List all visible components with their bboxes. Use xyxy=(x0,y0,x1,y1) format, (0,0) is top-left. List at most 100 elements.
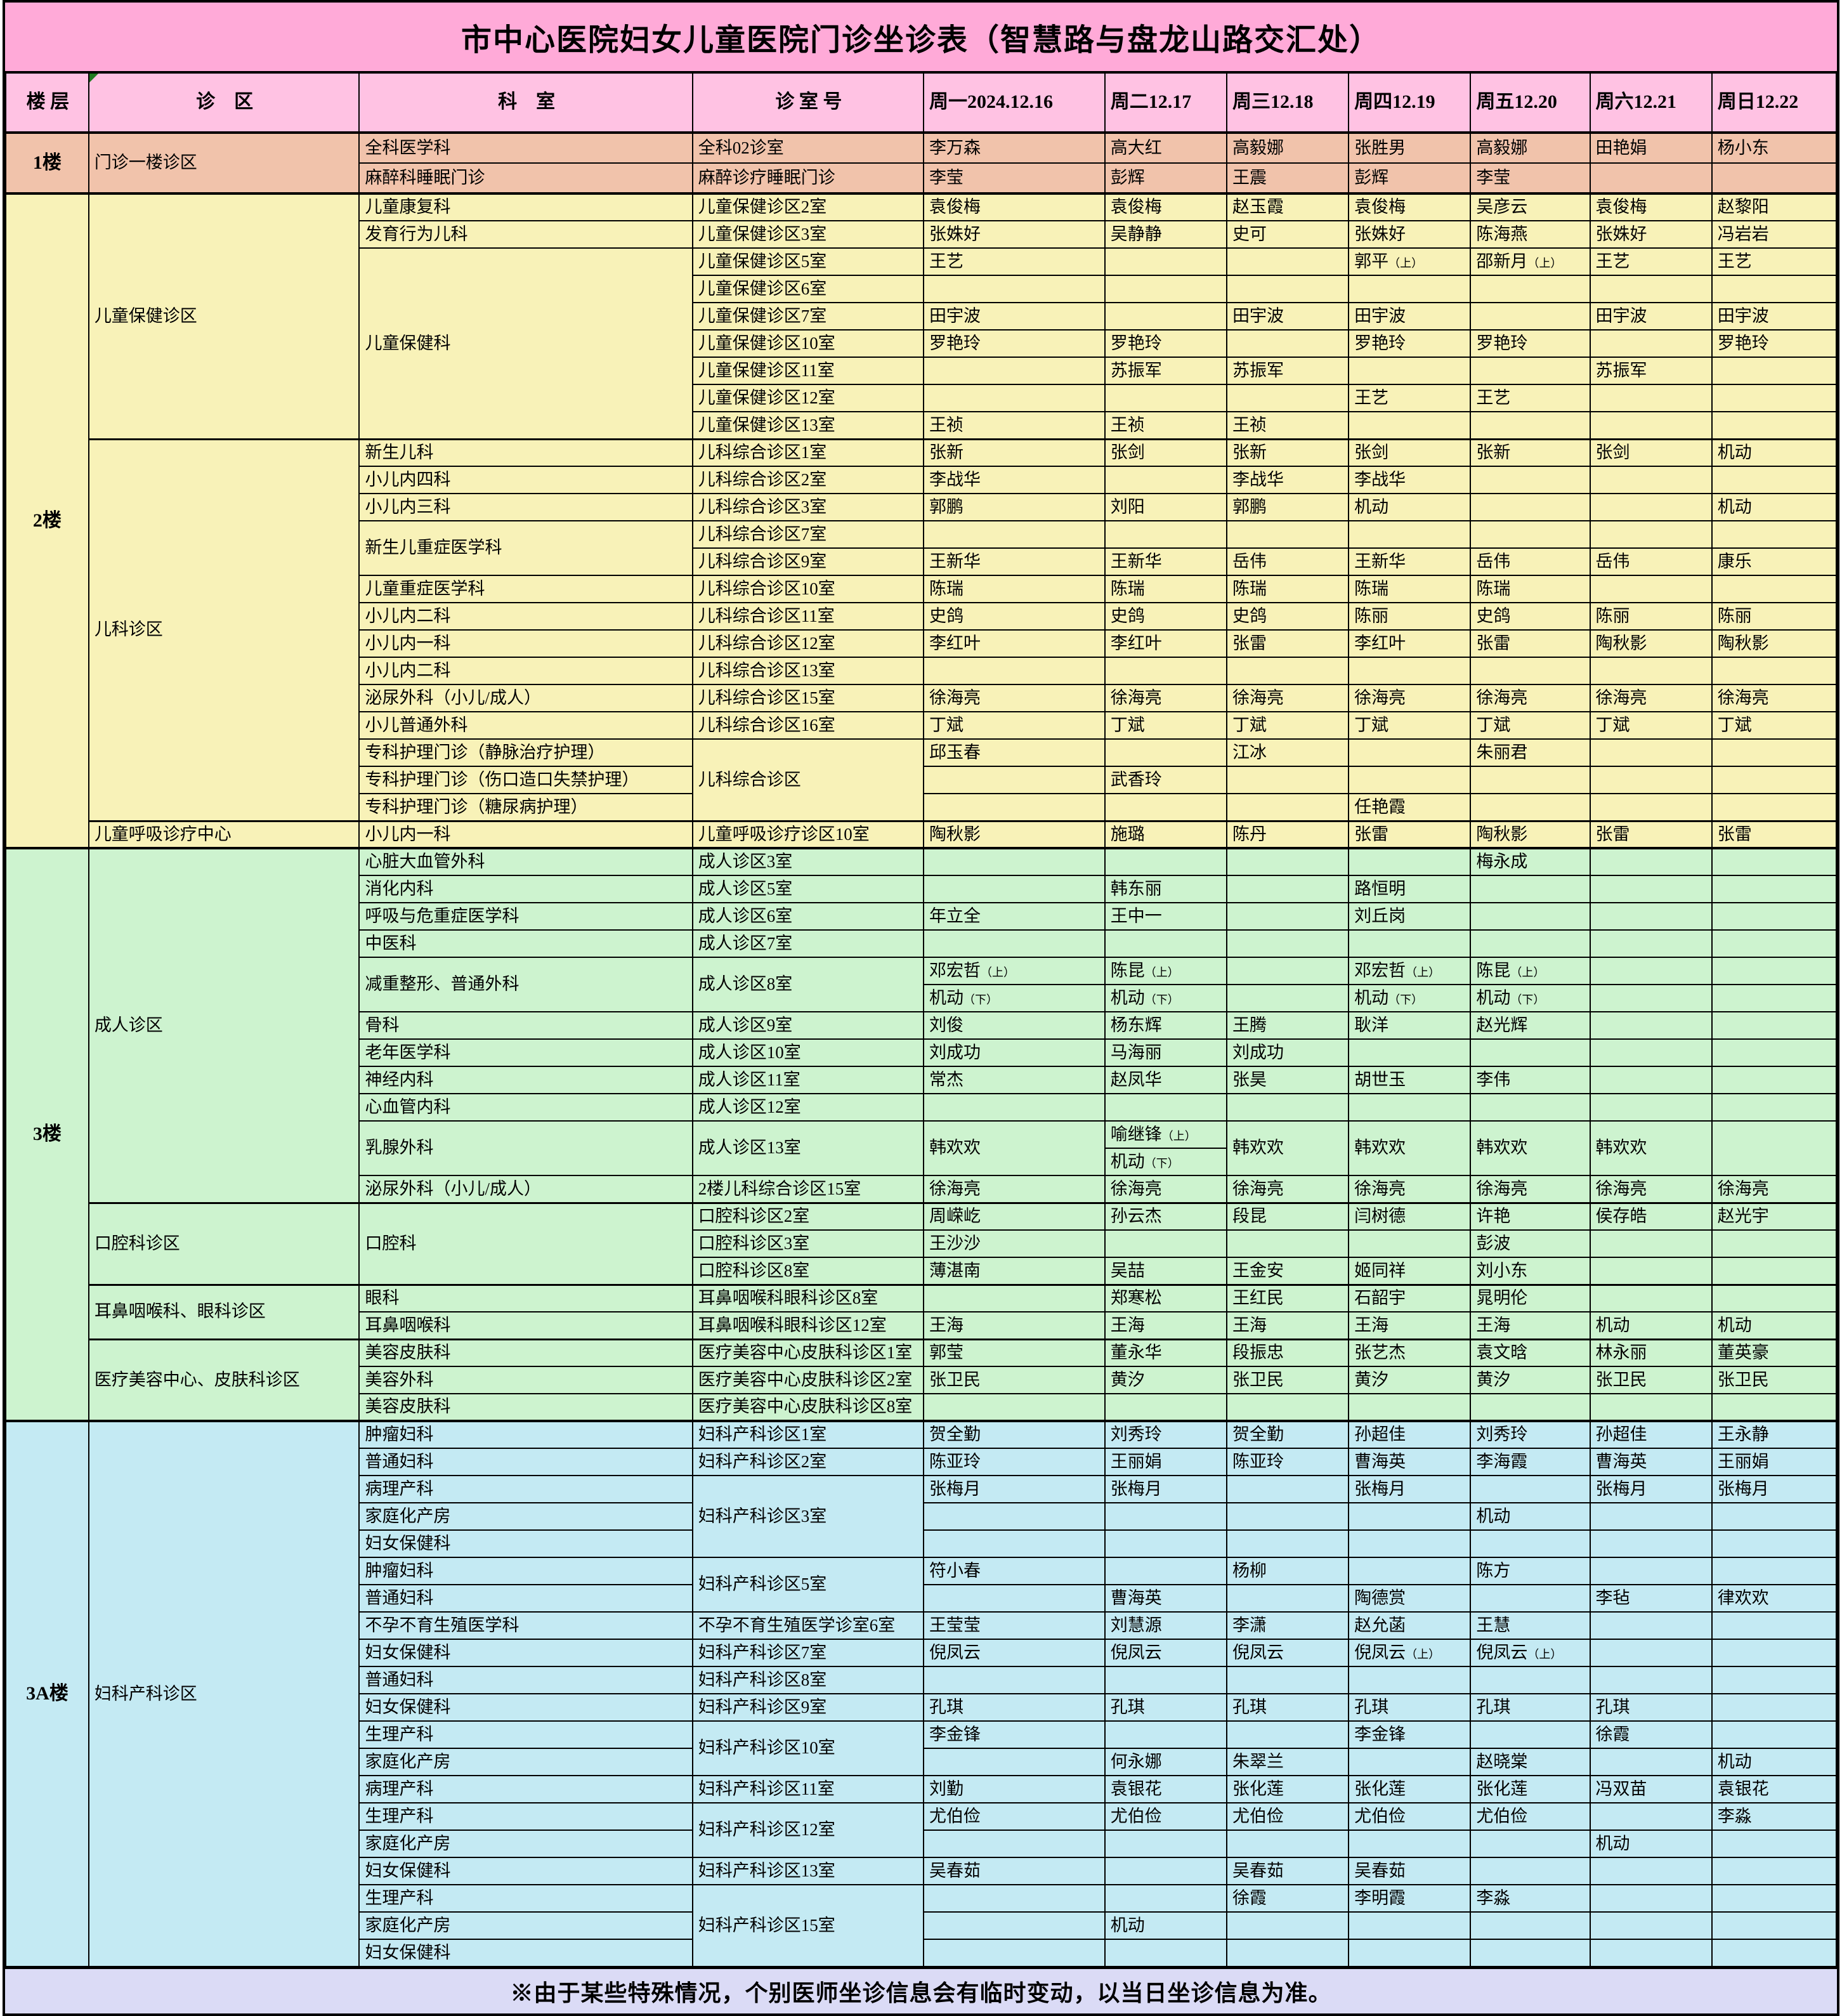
room-label: 儿童保健诊区5室 xyxy=(691,247,925,276)
doctor-cell: 机动（下） xyxy=(1348,984,1472,1012)
doctor-cell: 苏振军 xyxy=(1589,357,1713,385)
department-label: 家庭化产房 xyxy=(358,1911,693,1940)
doctor-cell: 陈丽 xyxy=(1711,602,1838,631)
doctor-cell: 王海 xyxy=(1348,1311,1472,1340)
doctor-cell xyxy=(1711,766,1838,794)
schedule-row: 小儿普通外科 儿科综合诊区16室 丁斌 丁斌 丁斌 丁斌 丁斌 丁斌 丁斌 xyxy=(6,711,1838,740)
doctor-cell xyxy=(1711,1502,1838,1531)
room-label: 儿科综合诊区7室 xyxy=(691,520,925,549)
doctor-cell: 李红叶 xyxy=(1104,629,1227,658)
doctor-cell xyxy=(1348,520,1472,549)
doctor-cell xyxy=(1711,1529,1838,1558)
schedule-row: 美容皮肤科 医疗美容中心皮肤科诊区8室 xyxy=(6,1393,1838,1422)
doctor-cell xyxy=(1470,1829,1591,1858)
schedule-row: 儿童保健诊区7室 田宇波 田宇波 田宇波 田宇波 田宇波 xyxy=(6,302,1838,331)
doctor-cell: 徐海亮 xyxy=(1104,1175,1227,1203)
schedule-row: 小儿内三科 儿科综合诊区3室 郭鹏 刘阳 郭鹏 机动 机动 xyxy=(6,493,1838,521)
doctor-cell: 陶秋影 xyxy=(1711,629,1838,658)
doctor-cell: 张梅月 xyxy=(1348,1475,1472,1503)
doctor-cell xyxy=(1589,1529,1713,1558)
doctor-cell: 高大红 xyxy=(1104,131,1227,164)
schedule-row: 口腔科诊区 口腔科 口腔科诊区2室 周嵘屹 孙云杰 段昆 闫树德 许艳 侯存皓 赵光宇 xyxy=(6,1201,1838,1285)
doctor-cell xyxy=(1104,793,1227,821)
doctor-cell: 黄汐 xyxy=(1470,1366,1591,1394)
department-label: 小儿内一科 xyxy=(358,629,693,658)
schedule-row: 机动（下） 机动（下） 机动（下） 机动（下） xyxy=(6,984,1838,1012)
doctor-cell: 张梅月 xyxy=(923,1475,1106,1503)
schedule-row: 儿童保健诊区13室 王祯 王祯 王祯 xyxy=(6,411,1838,440)
doctor-cell xyxy=(1470,766,1591,794)
doctor-cell: 郭鹏 xyxy=(1225,493,1350,521)
doctor-cell xyxy=(1225,766,1350,794)
doctor-cell xyxy=(1104,247,1227,276)
doctor-cell: 郑寒松 xyxy=(1104,1283,1227,1312)
doctor-cell: 张卫民 xyxy=(923,1366,1106,1394)
schedule-row: 口腔科诊区8室 薄湛南 吴喆 王金安 姬同祥 刘小东 xyxy=(6,1257,1838,1285)
doctor-cell: 刘丘岗 xyxy=(1348,902,1472,931)
column-header: 周一2024.12.16 xyxy=(923,72,1106,133)
doctor-cell: 陈瑞 xyxy=(1104,575,1227,603)
room-label: 妇科产科诊区15室 xyxy=(691,1884,925,1967)
column-header: 楼 层 xyxy=(5,72,89,133)
doctor-cell xyxy=(1711,1911,1838,1940)
doctor-cell: 丁斌 xyxy=(1104,711,1227,740)
doctor-cell: 高毅娜 xyxy=(1470,131,1591,164)
department-label: 不孕不育生殖医学科 xyxy=(358,1611,693,1640)
doctor-cell xyxy=(1711,929,1838,958)
doctor-cell: 张雷 xyxy=(1589,820,1713,849)
doctor-cell xyxy=(1470,657,1591,685)
room-label: 妇科产科诊区5室 xyxy=(691,1557,925,1613)
doctor-cell: 张卫民 xyxy=(1225,1366,1350,1394)
schedule-row: 普通妇科 妇科产科诊区2室 陈亚玲 王丽娟 陈亚玲 曹海英 李海霞 曹海英 王丽娟 xyxy=(6,1448,1838,1476)
doctor-cell: 张梅月 xyxy=(1589,1475,1713,1503)
column-header: 周日12.22 xyxy=(1711,72,1838,133)
floor-label: 3A楼 xyxy=(5,1420,89,1967)
department-label: 耳鼻咽喉科 xyxy=(358,1311,693,1340)
doctor-cell: 刘慧源 xyxy=(1104,1611,1227,1640)
schedule-row: 消化内科 成人诊区5室 韩东丽 路恒明 xyxy=(6,875,1838,903)
doctor-cell: 田宇波 xyxy=(923,302,1106,331)
doctor-cell: 韩欢欢 xyxy=(1225,1120,1350,1176)
doctor-cell: 徐海亮 xyxy=(1711,1175,1838,1203)
doctor-cell xyxy=(1104,1939,1227,1967)
doctor-cell xyxy=(1104,1829,1227,1858)
room-label: 耳鼻咽喉科眼科诊区12室 xyxy=(691,1311,925,1340)
doctor-cell xyxy=(1711,411,1838,440)
doctor-cell xyxy=(923,1829,1106,1858)
doctor-cell: 袁文晗 xyxy=(1470,1338,1591,1367)
doctor-cell: 杨柳 xyxy=(1225,1557,1350,1585)
department-label: 肿瘤妇科 xyxy=(358,1557,693,1585)
department-label: 家庭化产房 xyxy=(358,1829,693,1858)
doctor-cell: 倪凤云（上） xyxy=(1348,1639,1472,1667)
room-label: 妇科产科诊区10室 xyxy=(691,1720,925,1776)
room-label: 医疗美容中心皮肤科诊区8室 xyxy=(691,1393,925,1422)
doctor-cell: 段昆 xyxy=(1225,1201,1350,1231)
doctor-cell: 李淼 xyxy=(1470,1884,1591,1913)
department-label: 儿童重症医学科 xyxy=(358,575,693,603)
doctor-cell: 机动 xyxy=(1711,1311,1838,1340)
department-label: 小儿内四科 xyxy=(358,466,693,494)
room-label: 儿科综合诊区3室 xyxy=(691,493,925,521)
doctor-cell: 李海霞 xyxy=(1470,1448,1591,1476)
doctor-cell: 岳伟 xyxy=(1589,547,1713,576)
zone-label: 妇科产科诊区 xyxy=(88,1420,360,1967)
doctor-cell: 刘勤 xyxy=(923,1775,1106,1803)
doctor-cell: 王艺 xyxy=(1470,384,1591,412)
doctor-cell: 王海 xyxy=(923,1311,1106,1340)
doctor-cell: 王新华 xyxy=(1104,547,1227,576)
doctor-cell: 吴喆 xyxy=(1104,1257,1227,1285)
doctor-cell xyxy=(1589,575,1713,603)
column-header: 周三12.18 xyxy=(1225,72,1350,133)
doctor-cell xyxy=(1470,1393,1591,1422)
doctor-cell: 徐海亮 xyxy=(1470,684,1591,712)
doctor-cell xyxy=(1711,1611,1838,1640)
schedule-row: 专科护理门诊（糖尿病护理） 任艳霞 xyxy=(6,793,1838,821)
doctor-cell xyxy=(1104,466,1227,494)
doctor-cell: 孙超佳 xyxy=(1348,1420,1472,1449)
doctor-cell xyxy=(1589,902,1713,931)
doctor-cell: 王丽娟 xyxy=(1711,1448,1838,1476)
doctor-cell: 符小春 xyxy=(923,1557,1106,1585)
doctor-cell xyxy=(1348,766,1472,794)
room-label: 妇科产科诊区1室 xyxy=(691,1420,925,1449)
doctor-cell: 田宇波 xyxy=(1589,302,1713,331)
